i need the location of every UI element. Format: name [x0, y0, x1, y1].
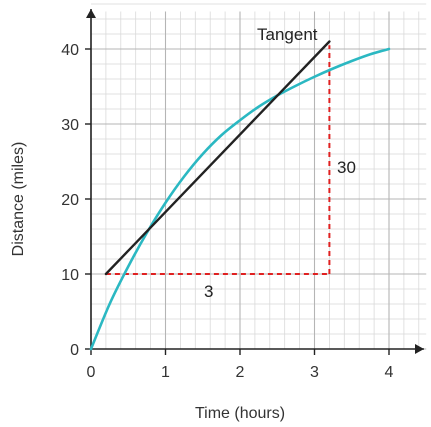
- y-tick-label: 0: [70, 342, 79, 359]
- x-tick-label: 0: [87, 364, 96, 381]
- y-tick-label: 20: [61, 192, 79, 209]
- tangent-label: Tangent: [257, 25, 318, 44]
- rise-label: 30: [337, 158, 356, 177]
- tangent-line: [104, 40, 331, 276]
- y-axis-arrowhead: [86, 9, 96, 18]
- distance-curve: [89, 47, 391, 351]
- x-axis-arrowhead: [415, 344, 424, 354]
- slope-triangle: [105, 45, 331, 275]
- y-axis-title: Distance (miles): [10, 142, 27, 257]
- axes: [85, 9, 424, 355]
- grid-major: [90, 11, 427, 350]
- y-tick-label: 10: [61, 267, 79, 284]
- run-label: 3: [204, 282, 213, 301]
- y-tick-label: 40: [61, 42, 79, 59]
- x-tick-label: 1: [161, 364, 170, 381]
- x-tick-label: 2: [236, 364, 245, 381]
- series-layer: [89, 40, 391, 351]
- x-tick-label: 4: [385, 364, 394, 381]
- grid-minor: [91, 3, 427, 349]
- y-tick-label: 30: [61, 117, 79, 134]
- x-axis-title: Time (hours): [195, 405, 285, 422]
- x-tick-label: 3: [310, 364, 319, 381]
